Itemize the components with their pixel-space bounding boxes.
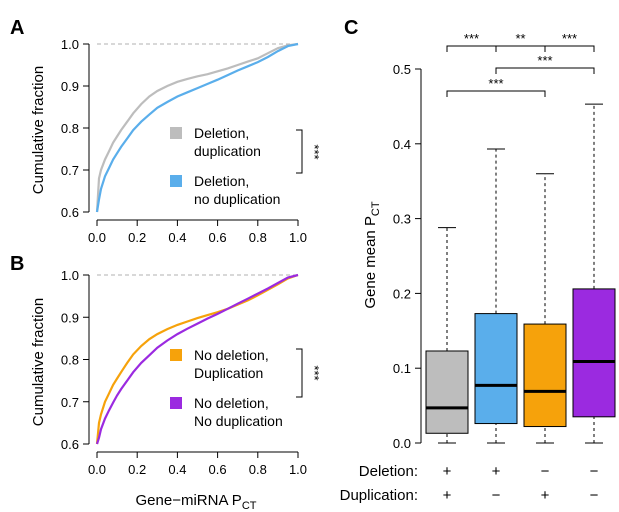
p1-legend-label-0: Duplication xyxy=(194,365,263,381)
box-3 xyxy=(572,288,616,418)
x-axis-title-main: Gene−miRNA P xyxy=(136,492,242,509)
p1-legend-label-1: No duplication xyxy=(194,413,283,429)
p0-x-tick-label: 0.6 xyxy=(209,230,227,245)
p1-x-tick-label: 0.4 xyxy=(168,462,186,477)
comparison-bracket-1 xyxy=(495,45,546,52)
c-y-tick-label: 0.4 xyxy=(393,137,411,152)
comparison-bracket-2 xyxy=(544,45,595,52)
p1-x-tick-label: 0.6 xyxy=(209,462,227,477)
p1-significance-bracket xyxy=(296,348,303,398)
p0-series-line-1 xyxy=(95,42,299,213)
p0-y-tick-label: 1.0 xyxy=(61,37,79,52)
panel-label-a: A xyxy=(10,17,24,39)
box-0 xyxy=(425,350,469,434)
y-axis-title-main: Gene mean P xyxy=(362,216,379,309)
row-label-0: Deletion: xyxy=(359,463,418,480)
row-label-1: Duplication: xyxy=(340,487,418,504)
p1-y-tick-label: 0.9 xyxy=(61,310,79,325)
y-axis-title-c: Gene mean PCT xyxy=(362,201,382,309)
p0-x-tick-label: 0.2 xyxy=(128,230,146,245)
duplication-sign-1: − xyxy=(492,487,501,504)
cdf-plot-b: Cumulative fraction Gene−miRNA PCT 0.6 0.… xyxy=(30,268,322,512)
p0-y-tick-label: 0.9 xyxy=(61,79,79,94)
c-y-tick-label: 0.3 xyxy=(393,212,411,227)
duplication-sign-3: − xyxy=(590,487,599,504)
deletion-sign-3: − xyxy=(590,463,599,480)
comparison-label-3: *** xyxy=(537,53,552,68)
p0-y-tick-label: 0.6 xyxy=(61,205,79,220)
p0-x-tick-label: 1.0 xyxy=(289,230,307,245)
duplication-sign-0: + xyxy=(443,487,452,504)
c-y-tick-label: 0.0 xyxy=(393,436,411,451)
c-y-tick-label: 0.5 xyxy=(393,62,411,77)
comparison-bracket-3 xyxy=(495,67,595,74)
p0-series-line-0 xyxy=(95,42,299,213)
panel-label-c: C xyxy=(344,17,358,39)
p0-x-tick-label: 0.0 xyxy=(88,230,106,245)
p0-significance-label: *** xyxy=(307,144,322,159)
p1-y-tick-label: 0.6 xyxy=(61,437,79,452)
p0-significance-bracket xyxy=(296,129,303,174)
p1-series-line-1 xyxy=(95,273,299,445)
p0-legend-swatch-0 xyxy=(170,127,182,139)
c-y-tick-label: 0.1 xyxy=(393,361,411,376)
p1-legend-swatch-0 xyxy=(170,349,182,361)
y-axis-title-subscript: CT xyxy=(370,201,382,216)
cdf-plot-a: Cumulative fraction 0.6 0.7 0.8 0.9 1.0 0.0 0.… xyxy=(30,37,322,245)
c-y-tick-label: 0.2 xyxy=(393,286,411,301)
p0-y-tick-label: 0.7 xyxy=(61,163,79,178)
p0-y-tick-label: 0.8 xyxy=(61,121,79,136)
p1-legend-label-0: No deletion, xyxy=(194,347,269,363)
comparison-bracket-4 xyxy=(446,90,546,97)
comparison-label-2: *** xyxy=(562,31,577,46)
y-axis-title-a: Cumulative fraction xyxy=(30,66,47,194)
box-1 xyxy=(474,313,518,425)
comparison-label-4: *** xyxy=(488,76,503,91)
p1-y-tick-label: 0.7 xyxy=(61,395,79,410)
comparison-bracket-0 xyxy=(446,45,497,52)
p1-legend-swatch-1 xyxy=(170,397,182,409)
panel-label-b: B xyxy=(10,253,24,275)
deletion-sign-2: − xyxy=(541,463,550,480)
comparison-label-0: *** xyxy=(464,31,479,46)
x-axis-title-subscript: CT xyxy=(242,500,257,512)
p1-y-tick-label: 1.0 xyxy=(61,268,79,283)
p1-significance-label: *** xyxy=(307,365,322,380)
p1-legend-label-1: No deletion, xyxy=(194,395,269,411)
p0-legend-label-0: Deletion, xyxy=(194,125,249,141)
p1-series-line-0 xyxy=(95,273,299,445)
deletion-sign-0: + xyxy=(443,463,452,480)
p1-x-tick-label: 0.2 xyxy=(128,462,146,477)
p0-legend-label-1: no duplication xyxy=(194,191,280,207)
p0-legend-label-1: Deletion, xyxy=(194,173,249,189)
x-axis-title-b: Gene−miRNA PCT xyxy=(136,492,257,512)
deletion-sign-1: + xyxy=(492,463,501,480)
p1-x-tick-label: 1.0 xyxy=(289,462,307,477)
p0-x-tick-label: 0.8 xyxy=(249,230,267,245)
boxplot-c: Gene mean PCT 0.0 0.1 0.2 0.3 0.4 0.5 + + + − − + − −… xyxy=(340,31,616,504)
p1-x-tick-label: 0.0 xyxy=(88,462,106,477)
comparison-label-1: ** xyxy=(515,31,525,46)
p0-legend-label-0: duplication xyxy=(194,143,261,159)
box-2 xyxy=(523,323,567,428)
p1-y-tick-label: 0.8 xyxy=(61,353,79,368)
duplication-sign-2: + xyxy=(541,487,550,504)
y-axis-title-b: Cumulative fraction xyxy=(30,298,47,426)
p0-legend-swatch-1 xyxy=(170,175,182,187)
p1-x-tick-label: 0.8 xyxy=(249,462,267,477)
p0-x-tick-label: 0.4 xyxy=(168,230,186,245)
